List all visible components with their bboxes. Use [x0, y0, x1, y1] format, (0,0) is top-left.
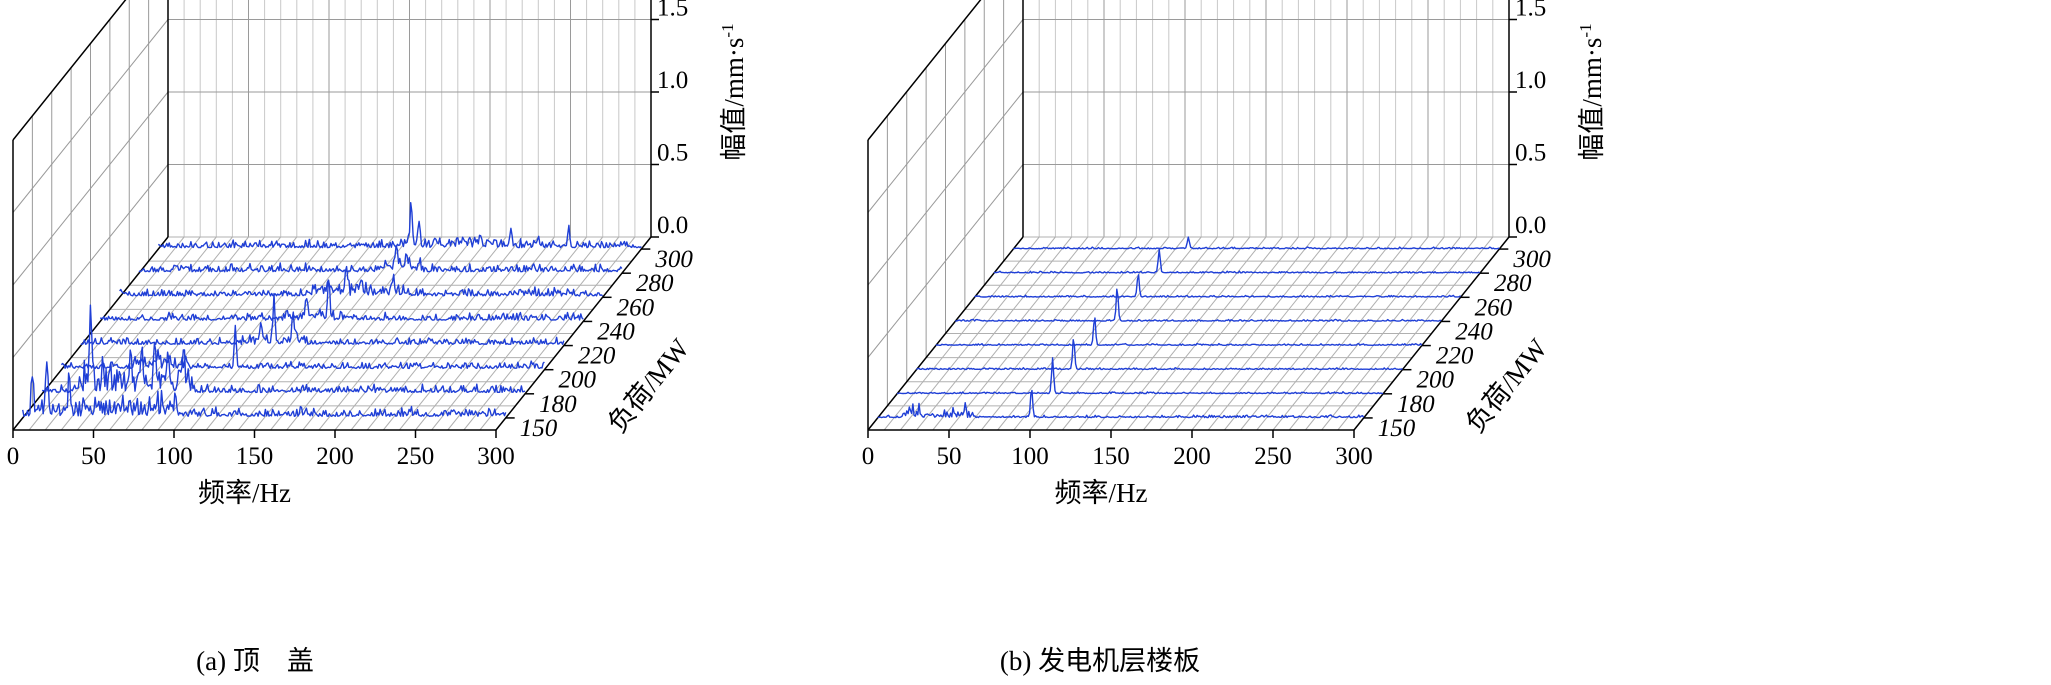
x-tick-label: 150 [236, 443, 274, 470]
x-tick-label: 50 [937, 443, 962, 470]
series-line-280 [993, 248, 1481, 274]
x-tick-label: 300 [1335, 443, 1373, 470]
series-line-260 [119, 265, 604, 297]
axis-frame-edge [867, 236, 1024, 431]
series-line-220 [80, 292, 565, 345]
series-line-200 [60, 324, 545, 370]
x-axis-label: 频率/Hz [198, 478, 291, 508]
series-line-260 [974, 274, 1462, 298]
z-tick-label: 1.0 [657, 67, 688, 94]
series-line-180 [897, 357, 1384, 395]
side-wall-gridline [867, 164, 1024, 358]
z-axis-label-text: 幅值/mm·s [1577, 38, 1607, 161]
z-axis-label-superscript: -1 [1576, 23, 1595, 37]
side-wall-gridline [12, 91, 169, 286]
z-tick-label: 0.0 [657, 212, 688, 239]
series-line-150 [877, 389, 1365, 419]
y-tick-label: 300 [1512, 246, 1551, 273]
y-tick-label: 220 [1436, 343, 1474, 370]
x-tick-label: 50 [81, 443, 106, 470]
z-tick-label: 0.0 [1515, 212, 1546, 239]
x-tick-label: 200 [1173, 443, 1211, 470]
z-tick-label: 0.5 [1515, 140, 1546, 167]
side-wall-gridline [867, 19, 1024, 213]
y-axis-label: 负荷/MW [1460, 333, 1553, 439]
x-axis-label: 频率/Hz [1055, 478, 1148, 508]
y-axis-label: 负荷/MW [602, 333, 695, 439]
z-axis-label: 幅值/mm·s-1 [1576, 23, 1607, 160]
series-line-300 [1013, 236, 1500, 250]
series-line-200 [916, 339, 1403, 371]
axis-frame-edge [867, 0, 982, 141]
series-line-240 [955, 288, 1442, 322]
y-tick-label: 260 [617, 294, 655, 321]
panel-caption: (a) 顶 盖 [196, 646, 314, 676]
axis-frame-edge [12, 236, 169, 431]
y-tick-label: 200 [1416, 367, 1454, 394]
y-tick-label: 150 [520, 415, 558, 442]
chart-panel-b: 0 50 100 150 200 250 3001501802002202402602803… [862, 0, 1607, 676]
side-wall-gridline [867, 91, 1024, 286]
panel-caption: (b) 发电机层楼板 [1000, 646, 1200, 676]
side-wall-gridline [12, 19, 169, 213]
series-line-300 [157, 202, 642, 249]
axis-frame-edge [1353, 236, 1510, 431]
x-tick-label: 250 [397, 443, 435, 470]
x-tick-label: 100 [155, 443, 193, 470]
y-tick-label: 150 [1378, 415, 1416, 442]
y-tick-label: 180 [1397, 391, 1435, 418]
series-line-240 [99, 279, 584, 321]
y-tick-label: 280 [636, 270, 674, 297]
z-axis-label-text: 幅值/mm·s [719, 38, 749, 161]
x-tick-label: 250 [1254, 443, 1292, 470]
y-tick-label: 300 [654, 246, 693, 273]
z-tick-label: 1.5 [1515, 0, 1546, 22]
series-line-150 [22, 361, 507, 417]
series-line-180 [41, 304, 526, 394]
y-tick-label: 280 [1494, 270, 1532, 297]
x-tick-label: 0 [862, 443, 875, 470]
z-tick-label: 1.5 [657, 0, 688, 22]
series-line-220 [935, 317, 1423, 346]
axis-frame-edge [12, 0, 127, 141]
y-tick-label: 240 [597, 318, 635, 345]
side-wall-gridline [12, 164, 169, 358]
chart-panel-a: 0 50 100 150 200 250 3001501802002202402602803… [7, 0, 749, 676]
x-tick-label: 150 [1092, 443, 1130, 470]
y-tick-label: 260 [1475, 294, 1513, 321]
axis-frame-edge [495, 236, 652, 431]
x-tick-label: 100 [1011, 443, 1049, 470]
x-tick-label: 0 [7, 443, 20, 470]
y-tick-label: 240 [1455, 318, 1493, 345]
x-tick-label: 300 [477, 443, 515, 470]
z-tick-label: 0.5 [657, 140, 688, 167]
z-axis-label: 幅值/mm·s-1 [718, 23, 749, 160]
z-tick-label: 1.0 [1515, 67, 1546, 94]
y-tick-label: 200 [558, 367, 596, 394]
series-line-280 [138, 245, 623, 273]
y-tick-label: 220 [578, 343, 616, 370]
x-tick-label: 200 [316, 443, 354, 470]
y-tick-label: 180 [539, 391, 577, 418]
z-axis-label-superscript: -1 [718, 23, 737, 37]
